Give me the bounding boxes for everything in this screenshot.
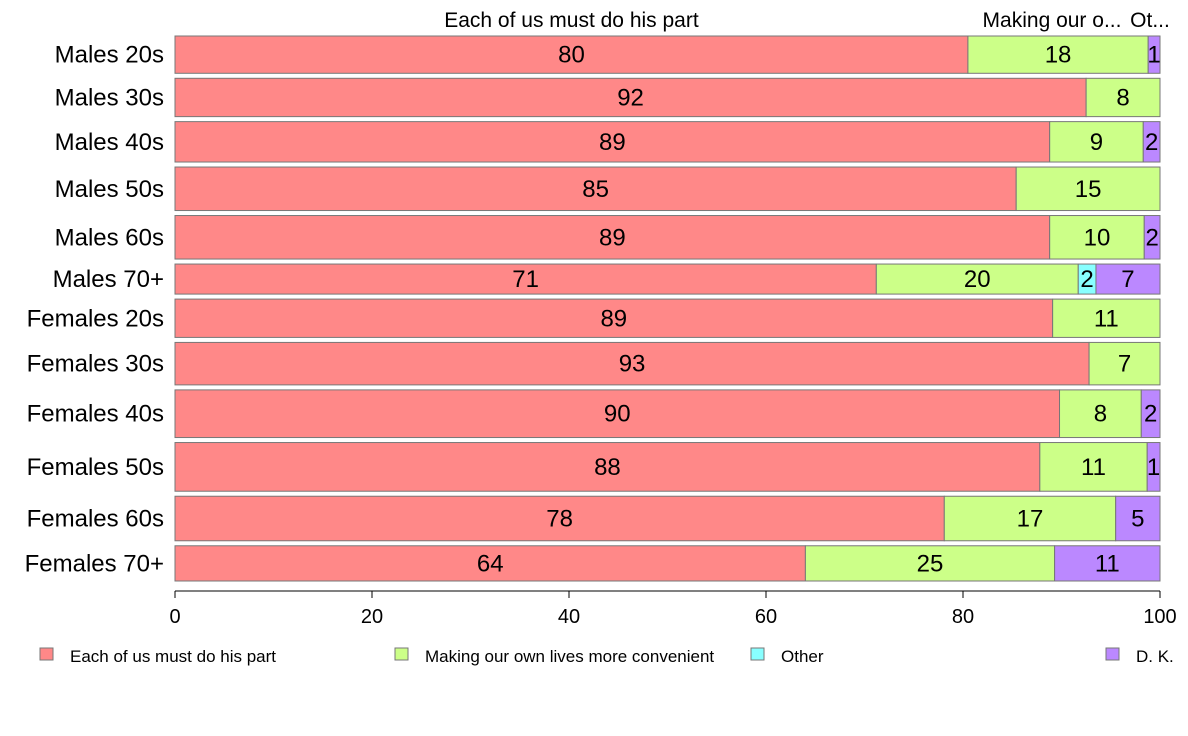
bar-value-label: 9 (1090, 129, 1103, 156)
bar-value-label: 88 (594, 454, 621, 481)
bar-value-label: 78 (546, 506, 573, 533)
category-label: Females 40s (27, 401, 164, 428)
legend-swatch (394, 647, 409, 661)
category-label: Females 50s (27, 454, 164, 481)
bar-segment (174, 341, 1090, 386)
bar-segment (1049, 121, 1144, 163)
legend-entry-label: Each of us must do his part (70, 647, 276, 666)
category-label: Males 60s (55, 224, 164, 251)
legend-swatch (750, 647, 765, 661)
bar-segment (174, 35, 969, 74)
bar-value-label: 89 (599, 129, 626, 156)
bar-value-label: 85 (582, 176, 609, 203)
x-tick-label: 80 (952, 606, 974, 628)
bar-segment (943, 495, 1117, 542)
bar-segment (804, 545, 1056, 582)
bar-segment (174, 121, 1051, 163)
bar-segment (1054, 545, 1161, 582)
top-series-label: Ot... (1130, 9, 1170, 32)
bar-value-label: 1 (1147, 454, 1160, 481)
bar-value-label: 10 (1084, 224, 1111, 251)
bar-segment (1143, 215, 1161, 260)
category-label: Females 30s (27, 351, 164, 378)
bar-segment (1049, 215, 1145, 260)
bar-value-label: 11 (1081, 454, 1106, 481)
bar-value-label: 64 (477, 550, 504, 577)
bar-value-label: 89 (600, 305, 627, 332)
bar-segment (1115, 495, 1161, 542)
bar-value-label: 8 (1116, 84, 1129, 111)
bar-value-label: 11 (1094, 305, 1119, 332)
bar-value-label: 17 (1017, 506, 1044, 533)
bar-segment (174, 263, 877, 295)
x-tick-label: 0 (169, 606, 180, 628)
category-label: Females 60s (27, 506, 164, 533)
bar-segment (1146, 442, 1161, 492)
category-label: Males 70+ (53, 266, 164, 293)
bar-segment (967, 35, 1149, 74)
x-tick-label: 20 (361, 606, 383, 628)
x-axis: 0 20 40 60 80 100 (169, 590, 1177, 628)
bar-value-label: 18 (1045, 42, 1072, 69)
bar-segment (1147, 35, 1161, 74)
bar-value-label: 1 (1147, 42, 1160, 69)
legend-entry-label: D. K. (1136, 647, 1174, 666)
bar-value-label: 15 (1075, 176, 1102, 203)
category-label: Males 20s (55, 42, 164, 69)
bar-segment (875, 263, 1079, 295)
x-tick-label: 60 (755, 606, 777, 628)
bar-segment (174, 166, 1017, 212)
top-labels: Each of us must do his part Making our o.… (444, 9, 1170, 32)
bar-value-label: 92 (617, 84, 644, 111)
bar-value-label: 89 (599, 224, 626, 251)
bar-value-label: 80 (558, 42, 585, 69)
legend-swatch (1105, 647, 1120, 661)
bar-value-label: 2 (1144, 401, 1157, 428)
bar-value-label: 71 (512, 266, 539, 293)
bar-segment (1085, 77, 1161, 118)
bar-value-label: 2 (1080, 266, 1093, 293)
bar-value-label: 2 (1145, 129, 1158, 156)
bar-value-label: 93 (619, 351, 646, 378)
legend-entry-label: Making our own lives more convenient (425, 647, 714, 666)
category-label: Males 40s (55, 129, 164, 156)
bar-value-label: 90 (604, 401, 631, 428)
bar-segment (1088, 341, 1161, 386)
category-label: Females 20s (27, 305, 164, 332)
bar-value-label: 20 (964, 266, 991, 293)
bar-segment (1052, 298, 1161, 338)
bar-segment (174, 495, 945, 542)
bar-segment (1015, 166, 1161, 212)
bar-segment (1140, 389, 1161, 439)
bar-value-label: 7 (1118, 351, 1131, 378)
bar-segment (1142, 121, 1161, 163)
category-label: Males 30s (55, 84, 164, 111)
bar-segment (174, 389, 1061, 439)
category-labels: Males 20s Males 30s Males 40s Males 50s Male… (25, 42, 164, 578)
bar-segment (174, 545, 806, 582)
bar-value-label: 11 (1095, 550, 1120, 577)
legend: Each of us must do his part Making our ow… (39, 647, 1174, 666)
legend-swatch (39, 647, 54, 661)
bar-segment (1039, 442, 1148, 492)
bar-segment (174, 442, 1041, 492)
bar-segment (1059, 389, 1142, 439)
category-label: Males 50s (55, 176, 164, 203)
bar-segment (174, 298, 1054, 338)
top-series-label: Each of us must do his part (444, 9, 699, 32)
bar-segment (1095, 263, 1161, 295)
bar-value-label: 7 (1121, 266, 1134, 293)
legend-entry-label: Other (781, 647, 824, 666)
bar-value-label: 25 (917, 550, 944, 577)
bar-value-label: 2 (1145, 224, 1158, 251)
bar-value-label: 8 (1094, 401, 1107, 428)
bar-value-label: 5 (1131, 506, 1144, 533)
category-label: Females 70+ (25, 550, 164, 577)
top-series-label: Making our o... (983, 9, 1122, 32)
x-tick-label: 40 (558, 606, 580, 628)
x-tick-label: 100 (1143, 606, 1176, 628)
bar-segment (174, 215, 1051, 260)
